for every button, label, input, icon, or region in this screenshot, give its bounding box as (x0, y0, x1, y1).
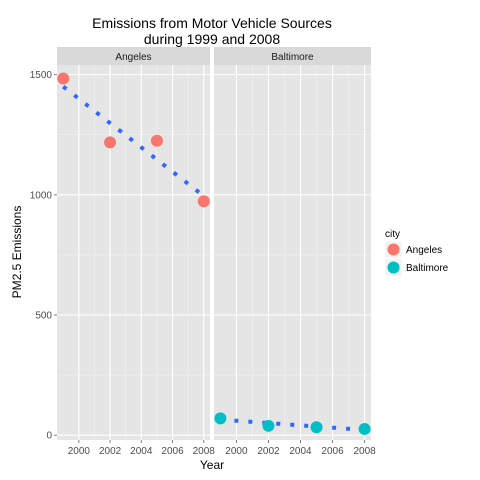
data-point (262, 420, 274, 432)
x-tick-label: 2008 (353, 446, 376, 457)
chart-title: Emissions from Motor Vehicle Sources dur… (92, 15, 332, 47)
y-tick-label: 500 (35, 311, 52, 322)
strip-label: Angeles (115, 52, 151, 63)
data-point (104, 136, 116, 148)
y-tick-label: 0 (46, 431, 52, 442)
x-tick-label: 2002 (257, 446, 280, 457)
y-tick-label: 1000 (30, 190, 53, 201)
title-line-1: Emissions from Motor Vehicle Sources (92, 15, 332, 31)
strip-label: Baltimore (271, 52, 314, 63)
data-point (214, 412, 226, 424)
x-tick-label: 2006 (161, 446, 184, 457)
legend-marker (388, 244, 400, 256)
panel-angeles: Angeles 2000 2002 2004 2006 2008 (57, 47, 215, 457)
legend-title: city (385, 229, 400, 240)
legend: city Angeles Baltimore (385, 229, 449, 276)
data-point (57, 72, 69, 84)
x-tick-label: 2008 (193, 446, 216, 457)
x-tick-label: 2004 (289, 446, 312, 457)
panel-baltimore: Baltimore 2000 2002 2004 2006 2008 (214, 47, 376, 457)
title-line-2: during 1999 and 2008 (144, 31, 280, 47)
data-point (311, 421, 323, 433)
y-axis: 0 500 1000 1500 (30, 70, 57, 442)
x-tick-label: 2004 (130, 446, 153, 457)
x-tick-label: 2000 (68, 446, 91, 457)
y-axis-title: PM2.5 Emissions (10, 206, 24, 299)
panel-background (214, 65, 371, 440)
facet-panels: Angeles 2000 2002 2004 2006 2008 Baltimore 2000… (57, 47, 376, 457)
legend-label: Baltimore (406, 263, 449, 274)
x-axis-title: Year (200, 458, 224, 472)
x-tick-label: 2000 (225, 446, 248, 457)
legend-marker (388, 262, 400, 274)
panel-background (57, 65, 210, 440)
data-point (198, 195, 210, 207)
y-tick-label: 1500 (30, 70, 53, 81)
x-tick-label: 2006 (321, 446, 344, 457)
data-point (359, 423, 371, 435)
data-point (151, 135, 163, 147)
x-tick-label: 2002 (99, 446, 122, 457)
legend-label: Angeles (406, 245, 442, 256)
